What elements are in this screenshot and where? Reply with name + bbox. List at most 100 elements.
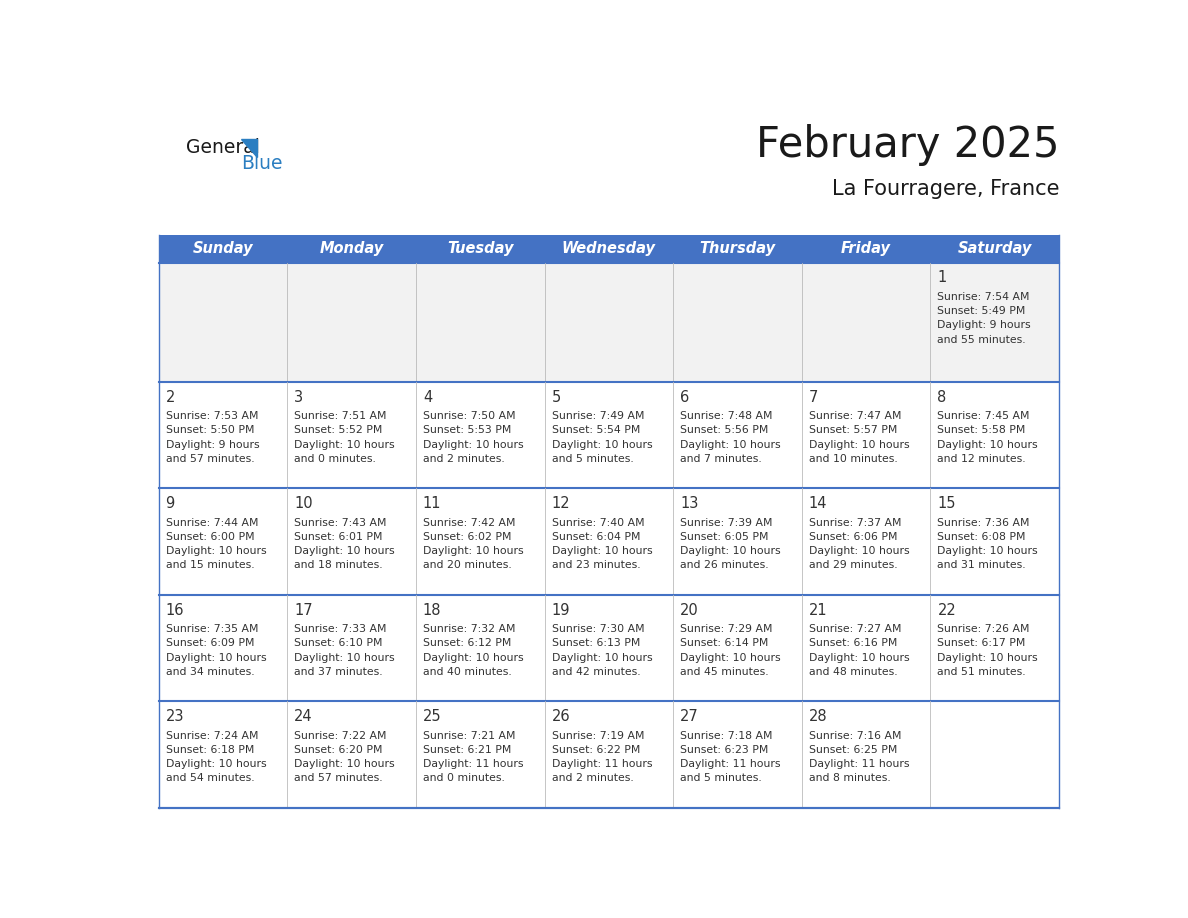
- Text: 26: 26: [551, 709, 570, 724]
- Text: 22: 22: [937, 602, 956, 618]
- Text: 25: 25: [423, 709, 442, 724]
- Text: and 10 minutes.: and 10 minutes.: [809, 454, 898, 464]
- Text: Daylight: 10 hours: Daylight: 10 hours: [809, 440, 910, 450]
- Text: Daylight: 10 hours: Daylight: 10 hours: [809, 546, 910, 556]
- Text: Sunrise: 7:35 AM: Sunrise: 7:35 AM: [165, 624, 258, 634]
- Text: 14: 14: [809, 496, 827, 511]
- Text: Daylight: 11 hours: Daylight: 11 hours: [551, 759, 652, 769]
- Text: and 20 minutes.: and 20 minutes.: [423, 560, 512, 570]
- Text: Sunrise: 7:37 AM: Sunrise: 7:37 AM: [809, 518, 902, 528]
- Text: La Fourragere, France: La Fourragere, France: [832, 179, 1060, 199]
- Text: and 57 minutes.: and 57 minutes.: [295, 773, 383, 783]
- Text: and 8 minutes.: and 8 minutes.: [809, 773, 891, 783]
- Text: 20: 20: [681, 602, 699, 618]
- Text: Sunrise: 7:40 AM: Sunrise: 7:40 AM: [551, 518, 644, 528]
- Text: Sunrise: 7:39 AM: Sunrise: 7:39 AM: [681, 518, 772, 528]
- Text: Daylight: 10 hours: Daylight: 10 hours: [551, 440, 652, 450]
- Text: and 7 minutes.: and 7 minutes.: [681, 454, 762, 464]
- Bar: [158, 263, 1060, 382]
- Text: Sunrise: 7:47 AM: Sunrise: 7:47 AM: [809, 411, 902, 421]
- Text: and 55 minutes.: and 55 minutes.: [937, 335, 1026, 344]
- Text: Daylight: 11 hours: Daylight: 11 hours: [423, 759, 524, 769]
- Text: 2: 2: [165, 389, 175, 405]
- Text: Sunset: 5:53 PM: Sunset: 5:53 PM: [423, 425, 511, 435]
- Text: Sunrise: 7:51 AM: Sunrise: 7:51 AM: [295, 411, 387, 421]
- Text: and 37 minutes.: and 37 minutes.: [295, 666, 383, 677]
- Bar: [158, 701, 1060, 808]
- Text: Daylight: 10 hours: Daylight: 10 hours: [295, 440, 394, 450]
- Text: Sunset: 5:58 PM: Sunset: 5:58 PM: [937, 425, 1025, 435]
- Text: and 2 minutes.: and 2 minutes.: [423, 454, 505, 464]
- Text: 27: 27: [681, 709, 699, 724]
- Text: 16: 16: [165, 602, 184, 618]
- Bar: [158, 488, 1060, 595]
- Text: Sunrise: 7:48 AM: Sunrise: 7:48 AM: [681, 411, 772, 421]
- Text: Daylight: 10 hours: Daylight: 10 hours: [295, 759, 394, 769]
- Text: and 26 minutes.: and 26 minutes.: [681, 560, 769, 570]
- Text: Sunset: 6:18 PM: Sunset: 6:18 PM: [165, 744, 254, 755]
- Text: and 57 minutes.: and 57 minutes.: [165, 454, 254, 464]
- Text: Daylight: 10 hours: Daylight: 10 hours: [423, 546, 524, 556]
- Text: Daylight: 10 hours: Daylight: 10 hours: [165, 546, 266, 556]
- Text: 15: 15: [937, 496, 956, 511]
- Text: Daylight: 10 hours: Daylight: 10 hours: [295, 546, 394, 556]
- Text: and 2 minutes.: and 2 minutes.: [551, 773, 633, 783]
- Bar: [158, 382, 1060, 488]
- Text: Sunrise: 7:21 AM: Sunrise: 7:21 AM: [423, 731, 516, 741]
- Text: 1: 1: [937, 270, 947, 285]
- Text: and 5 minutes.: and 5 minutes.: [681, 773, 762, 783]
- Text: Saturday: Saturday: [958, 241, 1032, 256]
- Text: 10: 10: [295, 496, 312, 511]
- Text: Sunrise: 7:24 AM: Sunrise: 7:24 AM: [165, 731, 258, 741]
- Text: Sunset: 6:21 PM: Sunset: 6:21 PM: [423, 744, 511, 755]
- Text: 12: 12: [551, 496, 570, 511]
- Text: Sunset: 6:14 PM: Sunset: 6:14 PM: [681, 638, 769, 648]
- Text: Daylight: 10 hours: Daylight: 10 hours: [937, 546, 1038, 556]
- Text: Sunset: 6:02 PM: Sunset: 6:02 PM: [423, 532, 511, 542]
- Text: and 48 minutes.: and 48 minutes.: [809, 666, 897, 677]
- Text: and 40 minutes.: and 40 minutes.: [423, 666, 512, 677]
- Text: Sunrise: 7:18 AM: Sunrise: 7:18 AM: [681, 731, 772, 741]
- Text: Thursday: Thursday: [700, 241, 776, 256]
- Text: 11: 11: [423, 496, 442, 511]
- Text: Sunday: Sunday: [192, 241, 253, 256]
- Text: and 12 minutes.: and 12 minutes.: [937, 454, 1026, 464]
- Text: and 0 minutes.: and 0 minutes.: [423, 773, 505, 783]
- Text: Sunset: 6:22 PM: Sunset: 6:22 PM: [551, 744, 640, 755]
- Text: Sunrise: 7:33 AM: Sunrise: 7:33 AM: [295, 624, 387, 634]
- Text: and 18 minutes.: and 18 minutes.: [295, 560, 383, 570]
- Text: Sunrise: 7:22 AM: Sunrise: 7:22 AM: [295, 731, 387, 741]
- Text: Sunset: 6:12 PM: Sunset: 6:12 PM: [423, 638, 511, 648]
- Text: and 15 minutes.: and 15 minutes.: [165, 560, 254, 570]
- Text: and 0 minutes.: and 0 minutes.: [295, 454, 377, 464]
- Text: Sunset: 6:20 PM: Sunset: 6:20 PM: [295, 744, 383, 755]
- Text: Daylight: 10 hours: Daylight: 10 hours: [681, 653, 781, 663]
- Text: Sunset: 5:57 PM: Sunset: 5:57 PM: [809, 425, 897, 435]
- Text: 21: 21: [809, 602, 827, 618]
- Text: Daylight: 10 hours: Daylight: 10 hours: [681, 546, 781, 556]
- Text: 24: 24: [295, 709, 312, 724]
- Text: Sunrise: 7:16 AM: Sunrise: 7:16 AM: [809, 731, 902, 741]
- Polygon shape: [241, 140, 258, 157]
- Text: Sunset: 6:05 PM: Sunset: 6:05 PM: [681, 532, 769, 542]
- Text: Sunset: 6:08 PM: Sunset: 6:08 PM: [937, 532, 1026, 542]
- Text: Sunrise: 7:36 AM: Sunrise: 7:36 AM: [937, 518, 1030, 528]
- Text: Daylight: 10 hours: Daylight: 10 hours: [681, 440, 781, 450]
- Text: Wednesday: Wednesday: [562, 241, 656, 256]
- Text: 4: 4: [423, 389, 432, 405]
- Text: Sunrise: 7:26 AM: Sunrise: 7:26 AM: [937, 624, 1030, 634]
- Text: Daylight: 10 hours: Daylight: 10 hours: [937, 440, 1038, 450]
- Text: Sunset: 6:10 PM: Sunset: 6:10 PM: [295, 638, 383, 648]
- Text: Daylight: 10 hours: Daylight: 10 hours: [423, 440, 524, 450]
- Text: Sunset: 6:01 PM: Sunset: 6:01 PM: [295, 532, 383, 542]
- Text: Sunrise: 7:44 AM: Sunrise: 7:44 AM: [165, 518, 258, 528]
- Text: and 45 minutes.: and 45 minutes.: [681, 666, 769, 677]
- Text: Daylight: 10 hours: Daylight: 10 hours: [551, 546, 652, 556]
- Text: Daylight: 10 hours: Daylight: 10 hours: [809, 653, 910, 663]
- Text: Sunrise: 7:30 AM: Sunrise: 7:30 AM: [551, 624, 644, 634]
- Text: Daylight: 10 hours: Daylight: 10 hours: [295, 653, 394, 663]
- Text: Friday: Friday: [841, 241, 891, 256]
- Text: Sunset: 6:04 PM: Sunset: 6:04 PM: [551, 532, 640, 542]
- Text: February 2025: February 2025: [756, 124, 1060, 166]
- Text: General: General: [185, 138, 259, 157]
